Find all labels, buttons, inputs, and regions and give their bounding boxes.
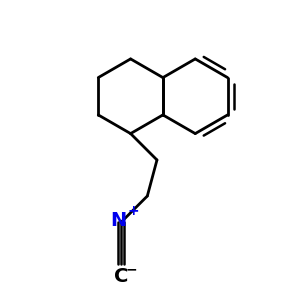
Text: −: − xyxy=(126,262,137,277)
Text: +: + xyxy=(128,204,139,218)
Text: N: N xyxy=(110,211,127,230)
Text: C: C xyxy=(114,267,128,286)
